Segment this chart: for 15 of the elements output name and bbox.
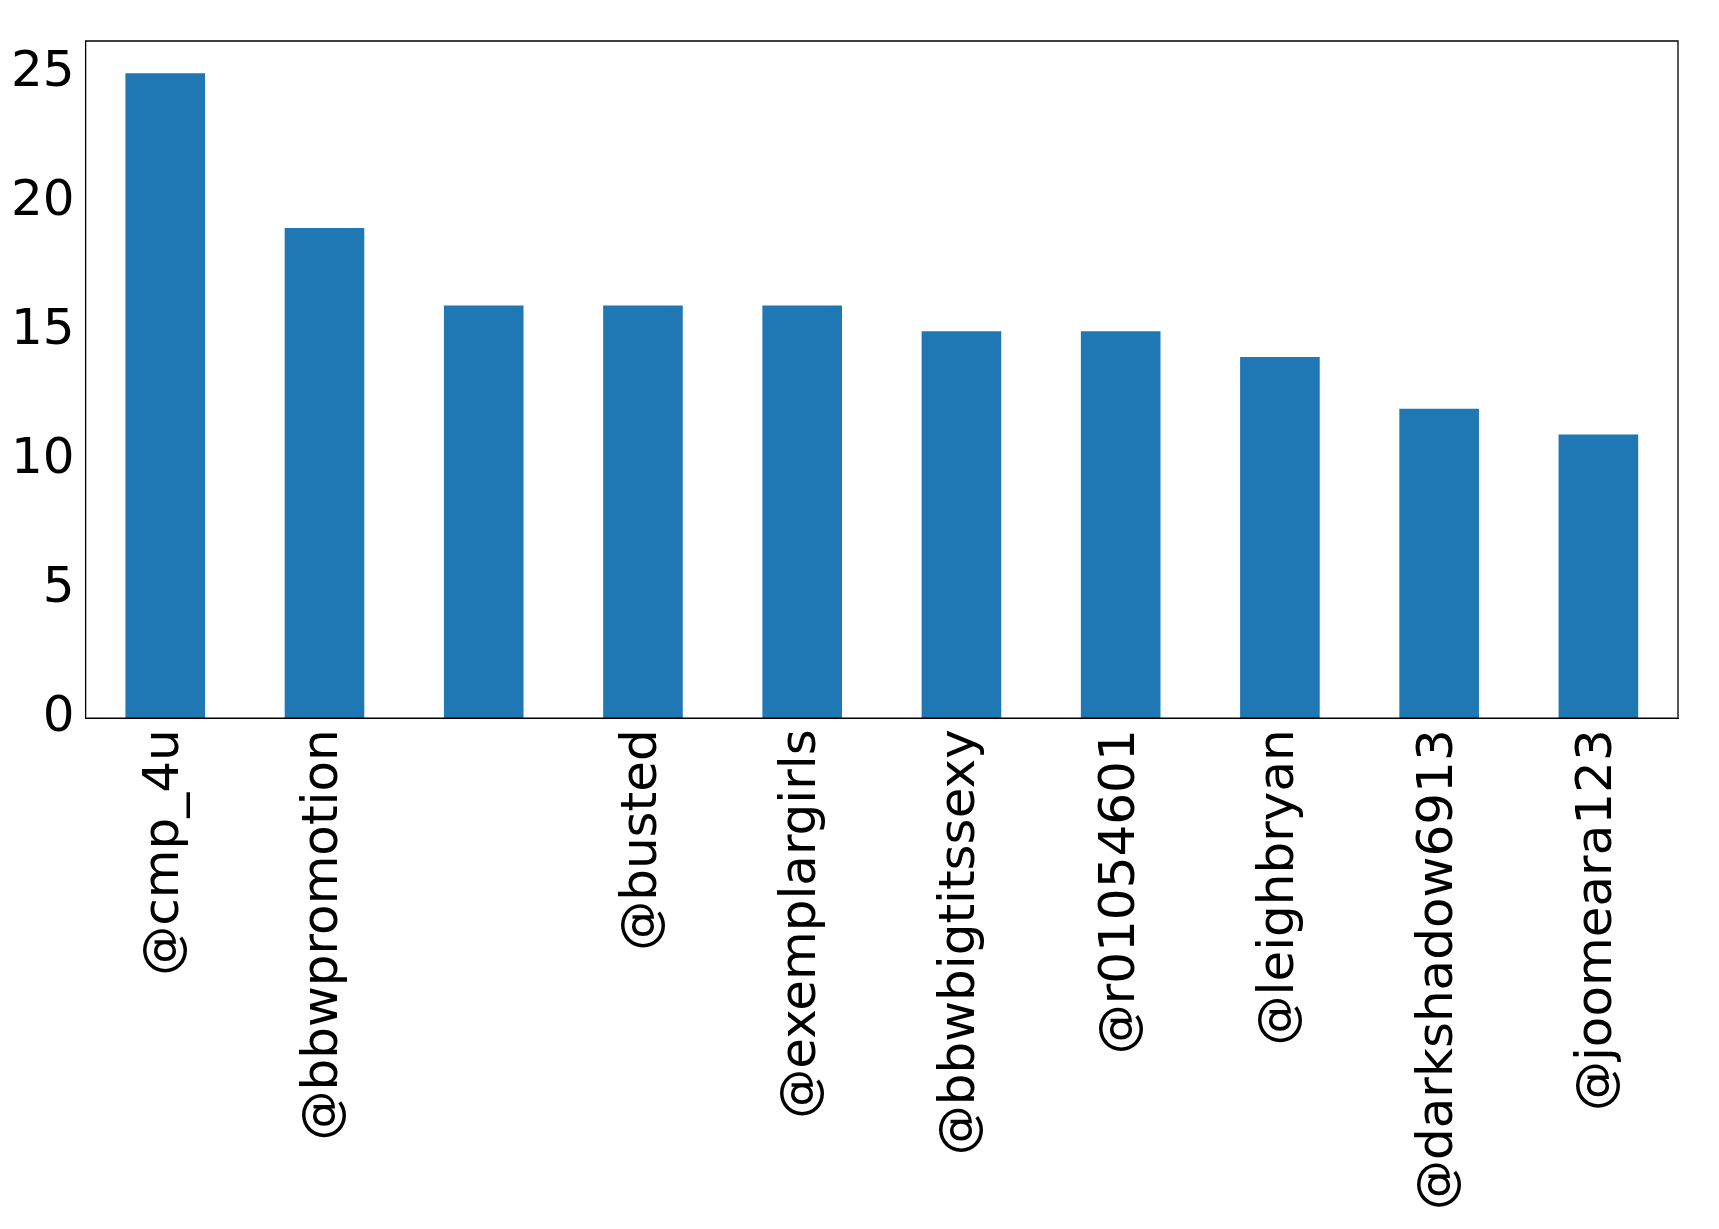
x-tick-label: @bbwbigtitssexy <box>928 729 987 1156</box>
x-tick-label: @darkshadow6913 <box>1406 729 1465 1211</box>
y-tick-label: 0 <box>42 685 75 744</box>
y-tick-label: 25 <box>11 40 75 99</box>
x-tick-label: @leighbryan <box>1246 729 1305 1046</box>
x-tick-label: @exemplargirls <box>769 729 828 1119</box>
y-tick-label: 10 <box>11 427 75 486</box>
x-tick-label: @r01054601 <box>1087 729 1146 1055</box>
y-tick-label: 5 <box>42 556 75 615</box>
x-tick-label: @bbwpromotion <box>291 729 350 1141</box>
x-tick-label: @cmp_4u <box>132 729 191 976</box>
x-tick-label: @joomeara123 <box>1565 729 1624 1112</box>
y-tick-label: 20 <box>11 169 75 228</box>
y-tick-label: 15 <box>11 298 75 357</box>
x-tick-label: @busted <box>609 729 668 951</box>
